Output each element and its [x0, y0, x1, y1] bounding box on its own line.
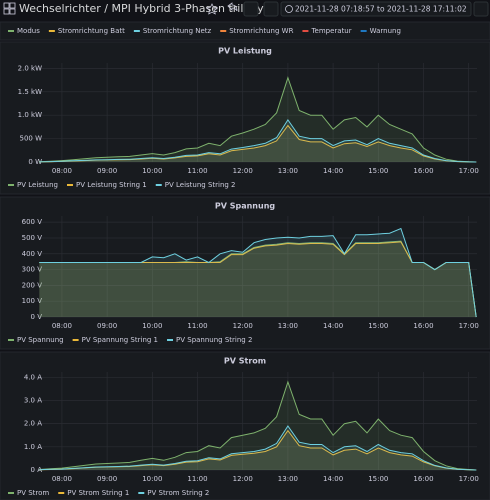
- legend-label[interactable]: Stromrichtung Batt: [58, 27, 125, 35]
- legend-label[interactable]: PV Strom: [17, 489, 49, 497]
- y-tick-label: 2.0 A: [24, 420, 42, 428]
- y-tick-label: 100 V: [22, 297, 43, 305]
- y-tick-label: 1.0 kW: [18, 111, 42, 119]
- area-fill: [39, 382, 477, 470]
- x-tick-label: 12:00: [233, 322, 253, 330]
- legend-label[interactable]: Stromrichtung WR: [229, 27, 293, 35]
- series-line: [39, 425, 477, 471]
- x-tick-label: 15:00: [368, 322, 388, 330]
- y-tick-label: 2.0 kW: [18, 64, 42, 72]
- y-tick-label: 4.0 A: [24, 373, 42, 381]
- x-tick-label: 11:00: [187, 475, 207, 483]
- area-fill: [39, 119, 477, 162]
- panel: PV Strom 0 A 1.0 A 2.0 A 3.0 A 4.0 A 08:00 09:0…: [0, 351, 490, 500]
- share-button[interactable]: [227, 2, 238, 12]
- panel: PV Spannung 0 V 100 V 200 V 300 V 400 V 500 V 6…: [0, 196, 490, 350]
- y-tick-label: 3.0 A: [24, 396, 42, 404]
- series-line: [39, 76, 477, 163]
- y-tick-label: 600 V: [22, 218, 43, 226]
- x-tick-label: 16:00: [413, 167, 433, 175]
- x-tick-label: 08:00: [52, 167, 72, 175]
- area-fill: [39, 241, 477, 317]
- legend-label[interactable]: PV Leistung: [17, 181, 58, 189]
- x-tick-label: 11:00: [187, 167, 207, 175]
- y-tick-label: 300 V: [22, 266, 43, 274]
- legend-panel: [0, 21, 490, 41]
- legend-label[interactable]: Modus: [17, 27, 40, 35]
- panel-title: PV Strom: [224, 357, 266, 366]
- x-tick-label: 15:00: [368, 167, 388, 175]
- dashboard-title[interactable]: Wechselrichter / MPI Hybrid 3-Phasen tri…: [19, 2, 275, 15]
- clock-icon: [285, 5, 293, 13]
- x-tick-label: 10:00: [142, 475, 162, 483]
- area-fill: [39, 125, 477, 162]
- star-button[interactable]: [205, 3, 219, 15]
- area-fill: [39, 228, 477, 317]
- x-tick-label: 13:00: [278, 167, 298, 175]
- x-tick-label: 17:00: [459, 167, 479, 175]
- x-tick-label: 17:00: [459, 475, 479, 483]
- x-tick-label: 16:00: [413, 322, 433, 330]
- y-tick-label: 500 W: [19, 135, 42, 143]
- x-tick-label: 13:00: [278, 475, 298, 483]
- y-tick-label: 1.5 kW: [18, 88, 42, 96]
- y-tick-label: 400 V: [22, 250, 43, 258]
- x-tick-label: 10:00: [142, 322, 162, 330]
- area-fill: [39, 426, 477, 470]
- x-tick-label: 11:00: [187, 322, 207, 330]
- x-tick-label: 14:00: [323, 322, 343, 330]
- x-tick-label: 10:00: [142, 167, 162, 175]
- top-legend: Modus Stromrichtung Batt Stromrichtung Net…: [8, 27, 401, 35]
- panel-title: PV Leistung: [218, 47, 272, 56]
- area-fill: [39, 241, 477, 317]
- x-tick-label: 16:00: [413, 475, 433, 483]
- panel-background: [0, 351, 490, 500]
- legend-label[interactable]: PV Leistung String 2: [165, 181, 236, 189]
- x-tick-label: 15:00: [368, 475, 388, 483]
- panel-title: PV Spannung: [215, 202, 276, 211]
- settings-button[interactable]: [263, 1, 279, 17]
- y-tick-label: 0 W: [28, 158, 42, 166]
- legend-label[interactable]: Temperatur: [310, 27, 351, 35]
- y-tick-label: 0 A: [31, 466, 43, 474]
- area-fill: [39, 77, 477, 162]
- x-tick-label: 17:00: [459, 322, 479, 330]
- legend-label[interactable]: PV Spannung String 1: [82, 336, 158, 344]
- legend-label[interactable]: Warnung: [370, 27, 401, 35]
- x-tick-label: 13:00: [278, 322, 298, 330]
- y-tick-label: 200 V: [22, 281, 43, 289]
- add-panel-button[interactable]: [243, 1, 259, 17]
- y-tick-label: 500 V: [22, 234, 43, 242]
- x-tick-label: 08:00: [52, 475, 72, 483]
- y-tick-label: 0 V: [31, 313, 43, 321]
- series-line: [39, 118, 477, 163]
- x-tick-label: 12:00: [233, 167, 253, 175]
- legend-label[interactable]: Stromrichtung Netz: [143, 27, 212, 35]
- series-line: [39, 227, 477, 318]
- panel-background: [0, 41, 490, 195]
- area-fill: [39, 430, 477, 470]
- panel: PV Leistung 0 W 500 W 1.0 kW 1.5 kW 2.0 kW 08:…: [0, 41, 490, 195]
- y-tick-label: 1.0 A: [24, 443, 42, 451]
- legend-label[interactable]: PV Strom String 2: [147, 489, 209, 497]
- x-tick-label: 09:00: [97, 322, 117, 330]
- time-picker[interactable]: [280, 1, 472, 17]
- x-tick-label: 14:00: [323, 167, 343, 175]
- series-line: [39, 380, 477, 471]
- x-tick-label: 09:00: [97, 167, 117, 175]
- legend-label[interactable]: PV Spannung: [17, 336, 64, 344]
- zoom-out-button[interactable]: [473, 1, 489, 17]
- x-tick-label: 12:00: [233, 475, 253, 483]
- dashboard-icon[interactable]: [3, 2, 16, 15]
- legend-label[interactable]: PV Spannung String 2: [176, 336, 252, 344]
- legend-label[interactable]: PV Strom String 1: [67, 489, 129, 497]
- x-tick-label: 08:00: [52, 322, 72, 330]
- x-tick-label: 09:00: [97, 475, 117, 483]
- legend-label[interactable]: PV Leistung String 1: [76, 181, 147, 189]
- time-range[interactable]: 2021-11-28 07:18:57 to 2021-11-28 17:11:…: [295, 5, 467, 14]
- x-tick-label: 14:00: [323, 475, 343, 483]
